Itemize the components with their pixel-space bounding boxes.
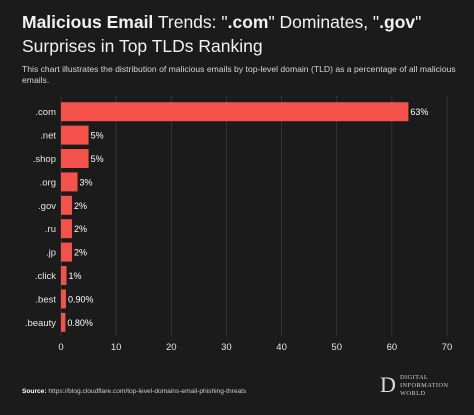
source-url: https://blog.cloudflare.com/top-level-do… [46, 388, 247, 395]
bars [61, 102, 409, 332]
x-tick-label: 40 [276, 342, 287, 353]
title-text: " Dominates, " [268, 12, 380, 32]
x-tick-label: 20 [166, 342, 177, 353]
x-axis-labels: 0 10 20 30 40 50 60 70 [58, 342, 452, 353]
bar [61, 219, 73, 239]
bar-chart: .com .net .shop .org .gov .ru .jp .click .best .b… [25, 96, 452, 353]
data-label: 1% [69, 271, 82, 281]
y-tick-label: .best [35, 294, 56, 305]
brand-line: DIGITAL [400, 374, 429, 381]
data-label: 2% [74, 224, 87, 234]
chart-description: This chart illustrates the distribution … [22, 64, 456, 85]
bar [61, 195, 73, 215]
title-line-2: Surprises in Top TLDs Ranking [22, 36, 263, 56]
brand-line: INFORMATION [400, 382, 449, 389]
data-label: 2% [74, 248, 87, 258]
y-tick-label: .ru [45, 224, 56, 235]
bar [61, 149, 89, 168]
title-highlight-gov: .gov [379, 12, 416, 32]
bar [61, 125, 89, 145]
y-tick-label: .com [35, 107, 56, 118]
title-highlight-malicious-email: Malicious Email [22, 12, 154, 32]
y-tick-label: .org [40, 177, 56, 188]
data-label: 2% [74, 201, 87, 211]
data-labels: 63% 5% 5% 3% 2% 2% 2% 1% 0.90% 0.80% [67, 107, 428, 328]
brand-line: WORLD [400, 390, 426, 397]
y-tick-label: .gov [38, 201, 56, 212]
y-tick-label: .shop [33, 154, 56, 165]
title-highlight-com: .com [227, 12, 269, 32]
title-text: " [415, 12, 422, 32]
bar [61, 242, 73, 262]
bar [61, 266, 67, 285]
title-text: Trends: " [153, 12, 228, 32]
y-tick-label: .click [35, 271, 56, 282]
data-label: 5% [91, 131, 104, 141]
gridlines [60, 96, 448, 336]
source-note: Source: https://blog.cloudflare.com/top-… [22, 388, 246, 395]
data-label: 0.90% [68, 294, 94, 304]
source-label: Source: [22, 388, 47, 395]
data-label: 63% [410, 107, 428, 117]
data-label: 0.80% [67, 318, 93, 328]
bar [61, 289, 66, 309]
brand-mark-icon: D [380, 372, 396, 397]
x-tick-label: 50 [331, 342, 342, 353]
data-label: 5% [91, 154, 104, 164]
bar [61, 312, 66, 332]
y-tick-label: .jp [46, 248, 56, 259]
x-tick-label: 0 [58, 342, 63, 353]
brand-text: DIGITAL INFORMATION WORLD [400, 374, 448, 398]
y-tick-label: .beauty [25, 318, 56, 329]
bar [61, 172, 78, 192]
data-label: 3% [80, 177, 93, 187]
x-tick-label: 10 [111, 342, 122, 353]
x-tick-label: 70 [442, 342, 453, 353]
y-axis-labels: .com .net .shop .org .gov .ru .jp .click .best .b… [25, 107, 57, 329]
x-tick-label: 30 [221, 342, 232, 353]
y-tick-label: .net [40, 131, 56, 142]
bar [61, 102, 409, 122]
brand-logo: D DIGITAL INFORMATION WORLD [380, 370, 470, 406]
x-tick-label: 60 [387, 342, 398, 353]
chart-title: Malicious Email Trends: ".com" Dominates… [22, 10, 462, 58]
